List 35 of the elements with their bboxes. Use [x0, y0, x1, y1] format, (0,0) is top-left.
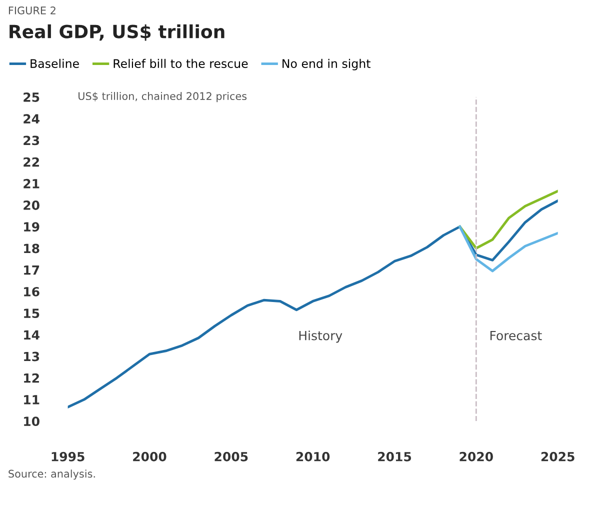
y-tick-label: 10 — [24, 416, 40, 426]
y-tick-label: 11 — [24, 395, 40, 404]
x-tick-label: 2010 — [296, 452, 330, 462]
annotation: Forecast — [490, 330, 542, 340]
y-tick-label: 14 — [24, 330, 40, 340]
annotation: History — [299, 330, 342, 343]
legend-label: Relief bill to the rescue — [114, 58, 248, 68]
y-tick-label: 23 — [24, 136, 40, 146]
line-series — [458, 190, 558, 250]
legend-label: No end in sight — [282, 58, 370, 70]
y-tick-label: 16 — [24, 286, 40, 296]
y-tick-label: 17 — [24, 266, 40, 275]
y-tick-label: 15 — [24, 308, 40, 318]
y-tick-label: 25 — [24, 92, 40, 102]
x-tick-label: 2015 — [378, 452, 412, 462]
x-tick-label: 1995 — [52, 452, 84, 462]
source-note: Source: analysis. — [8, 470, 95, 480]
x-tick-label: 2000 — [133, 452, 166, 462]
line-series — [458, 225, 558, 272]
legend-label: Baseline — [30, 58, 79, 68]
y-tick-label: 18 — [24, 244, 40, 254]
chart-title: Real GDP, US$ trillion — [10, 24, 224, 41]
y-tick-label: 20 — [24, 200, 40, 210]
y-tick-label: 13 — [24, 352, 40, 362]
x-tick-label: 2025 — [541, 452, 574, 462]
y-axis-title: US$ trillion, chained 2012 prices — [78, 92, 247, 102]
x-tick-label: 2005 — [214, 452, 248, 462]
x-tick-label: 2020 — [460, 452, 493, 462]
y-tick-label: 22 — [24, 157, 39, 167]
y-tick-label: 21 — [24, 178, 40, 188]
y-tick-label: 19 — [24, 222, 40, 232]
y-tick-label: 12 — [24, 373, 39, 383]
caption: FIGURE 2 — [8, 6, 56, 14]
line-series — [68, 199, 558, 408]
y-tick-label: 24 — [24, 114, 40, 124]
